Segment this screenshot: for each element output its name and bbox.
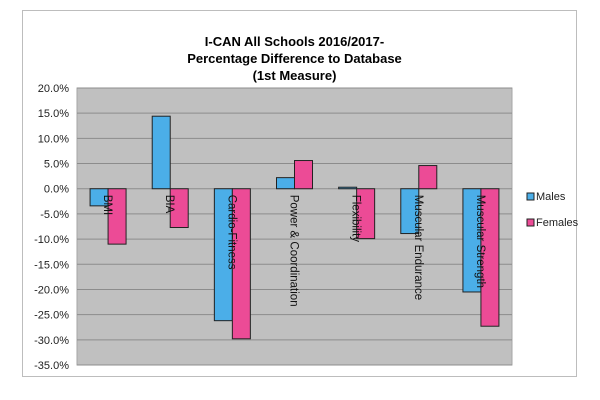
bar-males [276, 177, 295, 190]
y-tick-label: -15.0% [34, 259, 69, 271]
legend-swatch-females [526, 218, 535, 227]
x-category-label: Cardio-Fitness [225, 195, 237, 270]
bar-males [338, 186, 358, 190]
x-category-label: Flexibility [350, 195, 362, 243]
bar-females [107, 188, 127, 245]
legend-label-males: Males [536, 191, 566, 203]
y-tick-label: 0.0% [44, 184, 69, 196]
x-category-label: Muscular Endurance [412, 195, 424, 300]
y-tick-label: 10.0% [38, 133, 69, 145]
legend-label-females: Females [536, 217, 579, 229]
x-category-label: BIA [163, 195, 175, 214]
y-tick-label: -10.0% [34, 234, 69, 246]
y-tick-label: 15.0% [38, 108, 69, 120]
y-tick-label: -25.0% [34, 310, 69, 322]
chart-title-line-1: I-CAN All Schools 2016/2017- [204, 34, 385, 49]
y-tick-label: 20.0% [38, 83, 69, 95]
y-tick-label: 5.0% [44, 159, 69, 171]
bar-females [231, 188, 251, 340]
bar-females [294, 160, 313, 190]
y-tick-label: -5.0% [40, 209, 69, 221]
y-tick-label: -35.0% [34, 360, 69, 372]
x-category-label: BMI [101, 195, 113, 215]
bar-females [418, 165, 438, 190]
legend-swatch-males [526, 192, 535, 201]
bar-females [356, 188, 376, 240]
chart-frame [22, 10, 577, 377]
bar-males [151, 115, 171, 190]
x-category-label: Power & Coordination [288, 195, 300, 307]
bar-females [480, 188, 500, 327]
bar-females [169, 188, 189, 229]
chart-title-line-3: (1st Measure) [252, 68, 337, 83]
y-tick-label: -20.0% [34, 284, 69, 296]
plot-area [76, 87, 513, 366]
bar-males [400, 188, 420, 235]
chart-title-line-2: Percentage Difference to Database [187, 51, 402, 66]
y-tick-label: -30.0% [34, 335, 69, 347]
x-category-label: Muscular Strength [474, 195, 486, 288]
